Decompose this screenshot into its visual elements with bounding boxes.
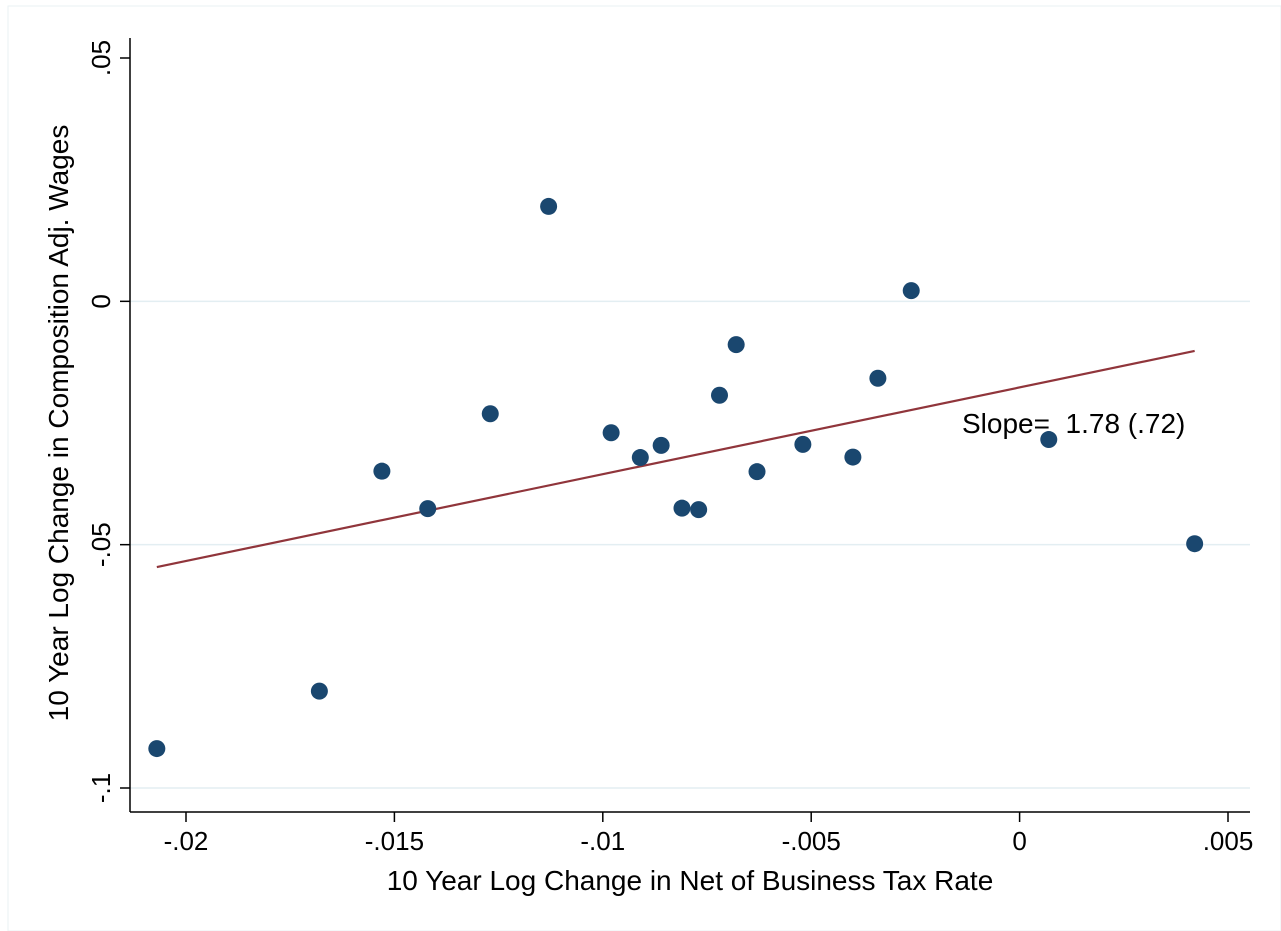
data-point (419, 500, 437, 518)
y-axis-label: 10 Year Log Change in Composition Adj. W… (43, 125, 74, 722)
data-point (631, 449, 649, 467)
grid-lines (130, 300, 1250, 789)
axes: -.02 -.015 -.01 -.005 0 .005 -.1 -.05 0 .05 (86, 38, 1253, 856)
slope-annotation: Slope= 1.78 (.72) (962, 408, 1185, 439)
x-tick-label: -.02 (164, 826, 209, 856)
data-point (310, 682, 328, 700)
y-tick-label: 0 (86, 294, 116, 308)
data-point (540, 197, 558, 215)
x-tick-label: -.005 (782, 826, 841, 856)
data-point (869, 369, 887, 387)
x-tick-label: -.015 (365, 826, 424, 856)
data-point (373, 462, 391, 480)
data-point (748, 463, 766, 481)
data-point (602, 424, 620, 442)
data-point (481, 405, 499, 423)
plot-region-frame (7, 5, 1281, 931)
fit-line (156, 349, 1195, 569)
x-tick-label: 0 (1012, 826, 1026, 856)
data-point (711, 386, 729, 404)
data-point (794, 435, 812, 453)
data-point (1186, 535, 1204, 553)
data-point (1040, 431, 1058, 449)
y-tick-label: -.1 (86, 773, 116, 803)
x-tick-label: -.01 (580, 826, 625, 856)
data-point (148, 740, 166, 758)
data-point (727, 336, 745, 354)
data-points (148, 197, 1204, 758)
x-tick-label: .005 (1203, 826, 1254, 856)
y-tick-label: -.05 (86, 522, 116, 567)
data-point (652, 436, 670, 454)
data-point (844, 448, 862, 466)
x-axis-label: 10 Year Log Change in Net of Business Ta… (387, 865, 994, 896)
data-point (690, 501, 708, 519)
y-tick-label: .05 (86, 40, 116, 76)
fit-line-group (156, 349, 1195, 569)
data-point (902, 282, 920, 300)
data-point (673, 499, 691, 517)
